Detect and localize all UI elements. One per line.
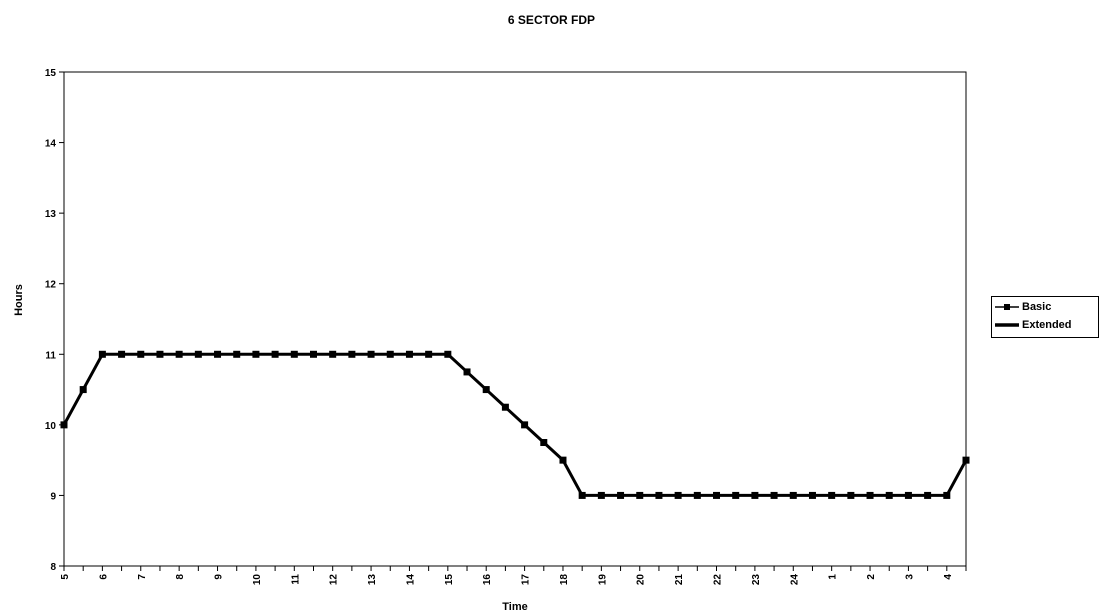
data-point-basic — [252, 351, 259, 358]
data-point-basic — [732, 492, 739, 499]
x-tick-label: 12 — [329, 574, 340, 586]
series-line-basic — [64, 354, 966, 495]
x-tick-label: 23 — [751, 574, 762, 586]
data-point-basic — [425, 351, 432, 358]
data-point-basic — [540, 439, 547, 446]
data-point-basic — [713, 492, 720, 499]
data-point-basic — [963, 457, 970, 464]
axes-layer — [64, 72, 966, 566]
y-tick-label: 15 — [45, 68, 57, 79]
data-point-basic — [886, 492, 893, 499]
y-tick-label: 11 — [45, 350, 56, 361]
data-point-basic — [99, 351, 106, 358]
x-tick-label: 4 — [943, 574, 954, 580]
data-point-basic — [790, 492, 797, 499]
legend-item-extended: Extended — [992, 318, 1098, 334]
x-tick-label: 8 — [175, 574, 186, 580]
data-point-basic — [521, 421, 528, 428]
x-tick-label: 9 — [214, 574, 225, 580]
x-axis-label: Time — [502, 601, 527, 613]
data-point-basic — [943, 492, 950, 499]
y-tick-label: 13 — [45, 209, 57, 220]
data-point-basic — [559, 457, 566, 464]
y-tick-label: 9 — [50, 491, 56, 502]
data-point-basic — [291, 351, 298, 358]
data-point-basic — [156, 351, 163, 358]
x-tick-label: 13 — [367, 574, 378, 586]
data-point-basic — [137, 351, 144, 358]
y-tick-label: 14 — [45, 139, 57, 150]
data-point-basic — [502, 404, 509, 411]
y-axis-label: Hours — [13, 284, 25, 316]
data-point-basic — [444, 351, 451, 358]
legend-label-extended: Extended — [1022, 319, 1072, 331]
data-point-basic — [694, 492, 701, 499]
data-point-basic — [348, 351, 355, 358]
x-tick-label: 1 — [828, 574, 839, 580]
data-point-basic — [195, 351, 202, 358]
x-tick-label: 6 — [98, 574, 109, 580]
legend-swatch-basic — [995, 300, 1021, 314]
x-tick-label: 17 — [521, 574, 532, 586]
x-tick-label: 3 — [904, 574, 915, 580]
x-tick-label: 24 — [789, 574, 800, 586]
series-layer — [61, 351, 970, 499]
data-point-basic — [80, 386, 87, 393]
x-tick-label: 10 — [252, 574, 263, 586]
data-point-basic — [636, 492, 643, 499]
x-tick-label: 19 — [597, 574, 608, 586]
x-tick-label: 2 — [866, 574, 877, 580]
data-point-basic — [617, 492, 624, 499]
data-point-basic — [579, 492, 586, 499]
data-point-basic — [61, 421, 68, 428]
data-point-basic — [809, 492, 816, 499]
legend-swatch-extended — [995, 318, 1021, 332]
legend-item-basic: Basic — [992, 300, 1098, 316]
x-tick-label: 18 — [559, 574, 570, 586]
data-point-basic — [828, 492, 835, 499]
data-point-basic — [598, 492, 605, 499]
data-point-basic — [387, 351, 394, 358]
x-tick-label: 22 — [713, 574, 724, 586]
x-tick-label: 5 — [60, 574, 71, 580]
data-point-basic — [214, 351, 221, 358]
x-tick-label: 21 — [674, 574, 685, 586]
data-point-basic — [867, 492, 874, 499]
x-tick-label: 7 — [137, 574, 148, 580]
x-tick-label: 14 — [405, 574, 416, 586]
data-point-basic — [233, 351, 240, 358]
y-tick-label: 10 — [45, 421, 57, 432]
data-point-basic — [310, 351, 317, 358]
data-point-basic — [118, 351, 125, 358]
data-point-basic — [406, 351, 413, 358]
y-tick-label: 12 — [45, 280, 57, 291]
data-point-basic — [464, 368, 471, 375]
data-point-basic — [924, 492, 931, 499]
data-point-basic — [329, 351, 336, 358]
data-point-basic — [905, 492, 912, 499]
data-point-basic — [176, 351, 183, 358]
legend: Basic Extended — [991, 296, 1099, 338]
x-tick-label: 20 — [636, 574, 647, 586]
x-tick-label: 11 — [290, 574, 301, 585]
data-point-basic — [847, 492, 854, 499]
data-point-basic — [483, 386, 490, 393]
x-tick-label: 15 — [444, 574, 455, 586]
data-point-basic — [272, 351, 279, 358]
data-point-basic — [675, 492, 682, 499]
plot-frame — [64, 72, 966, 566]
data-point-basic — [368, 351, 375, 358]
x-tick-label: 16 — [482, 574, 493, 586]
data-point-basic — [655, 492, 662, 499]
data-point-basic — [751, 492, 758, 499]
y-tick-label: 8 — [50, 562, 56, 573]
legend-label-basic: Basic — [1022, 301, 1051, 313]
data-point-basic — [771, 492, 778, 499]
